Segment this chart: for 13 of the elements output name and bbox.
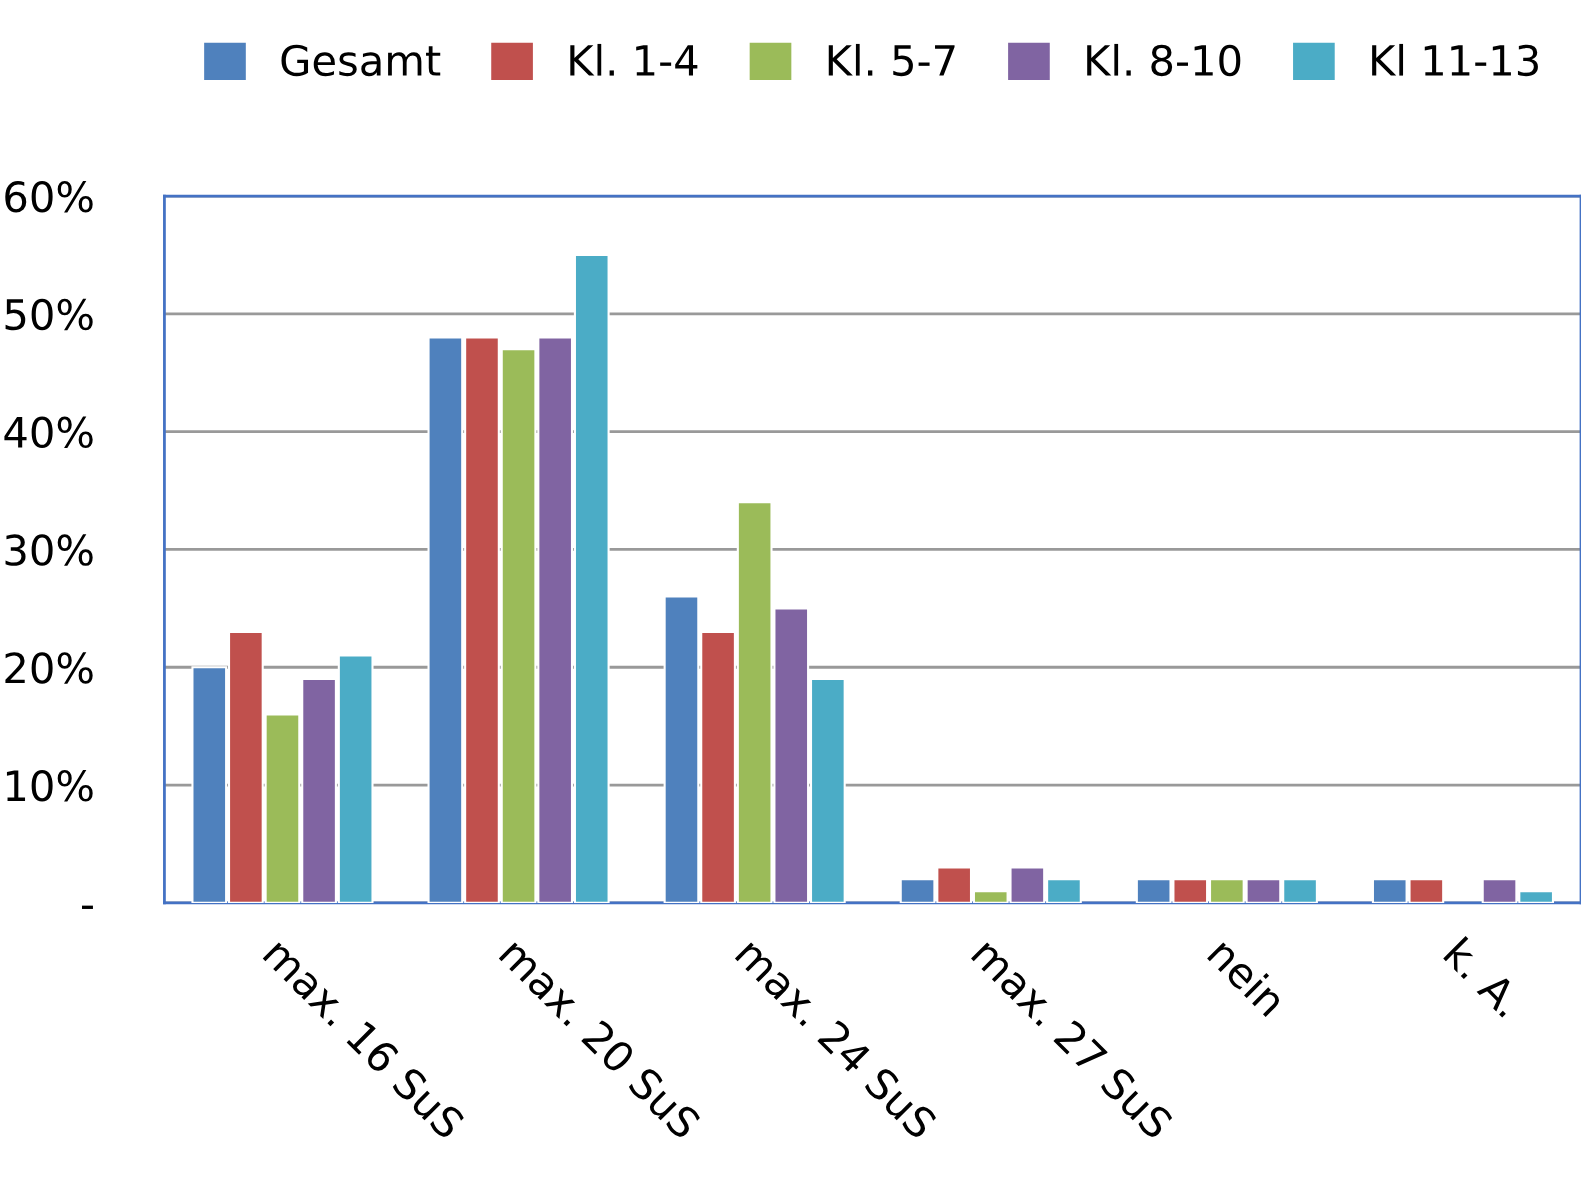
- y-tick-label: 50%: [5, 298, 93, 331]
- legend-label: Kl 11-13: [1372, 43, 1538, 77]
- y-tick-label: 60%: [5, 180, 93, 213]
- y-tick-label: -: [81, 905, 93, 909]
- legend-label: Kl. 1-4: [570, 43, 698, 76]
- x-tick-label: k. A.: [1443, 936, 1525, 1018]
- y-tick-label: 40%: [4, 416, 93, 449]
- y-tick-label: 20%: [5, 652, 93, 684]
- y-tick-label: 10%: [6, 769, 93, 802]
- legend-label: Kl. 8-10: [1087, 43, 1241, 77]
- y-tick-label: 30%: [5, 534, 93, 566]
- legend-label: Gesamt: [281, 44, 441, 77]
- legend-label: Kl. 5-7: [828, 43, 955, 77]
